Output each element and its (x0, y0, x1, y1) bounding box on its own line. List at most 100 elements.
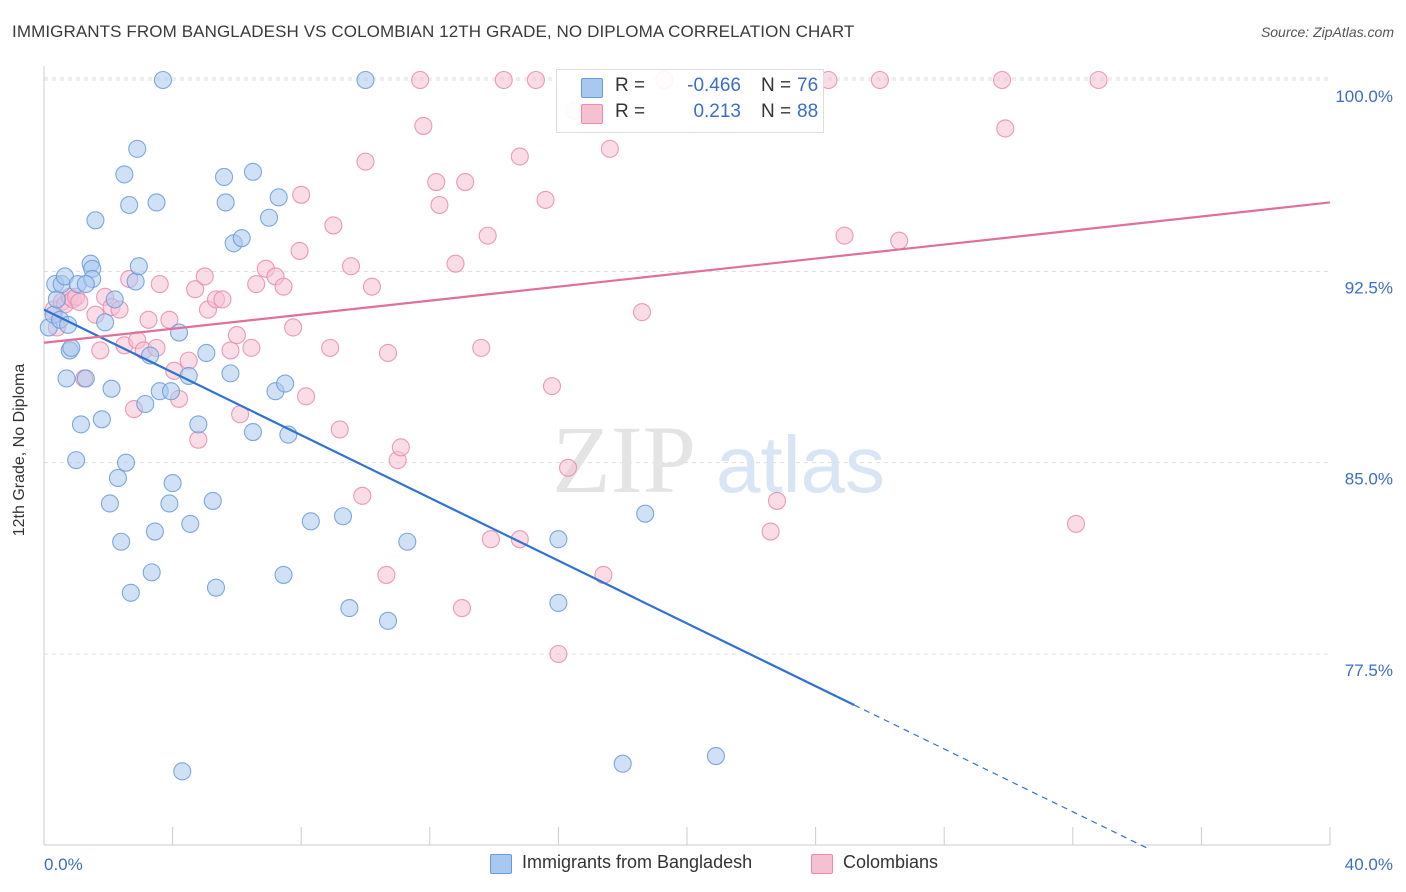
colombian-trend-line (43, 201, 1331, 344)
bangladesh-point (243, 162, 263, 181)
colombian-point (274, 277, 293, 296)
colombian-point (362, 277, 381, 296)
colombian-point (321, 338, 340, 357)
bangladesh-point (706, 746, 725, 766)
colombian-point (195, 267, 214, 286)
colombian-point (430, 195, 449, 215)
tick-label-layer: 77.5% 85.0% 92.5% 100.0% 0.0% 40.0% (44, 87, 1393, 874)
bangladesh-point (340, 599, 359, 618)
n-label: N = (761, 75, 792, 96)
grid-layer (44, 77, 1330, 655)
colombian-point (290, 241, 309, 260)
pink-swatch (811, 854, 833, 874)
colombian-point (870, 70, 889, 90)
source-label: Source: ZipAtlas.com (1260, 24, 1394, 40)
bangladesh-point (102, 379, 121, 398)
bangladesh-point (214, 167, 234, 186)
bangladesh-point (378, 611, 398, 630)
bangladesh-point (86, 211, 105, 230)
bangladesh-point (76, 369, 95, 388)
blue-swatch (490, 854, 512, 874)
colombian-point (292, 185, 311, 204)
y-tick-label: 100.0% (1335, 87, 1393, 106)
colombian-point (472, 338, 491, 357)
bangladesh-point (203, 491, 222, 510)
legend-label: Immigrants from Bangladesh (522, 852, 753, 872)
bangladesh-point (398, 532, 417, 551)
bangladesh-point (206, 578, 226, 597)
colombian-point (221, 341, 240, 360)
colombian-point (446, 254, 465, 273)
bangladesh-point (136, 394, 155, 414)
bangladesh-point (120, 195, 139, 215)
bangladesh-point (142, 563, 161, 582)
colombian-point (324, 216, 343, 235)
bangladesh-point (57, 369, 76, 388)
colombian-point (330, 420, 349, 439)
y-tick-label: 77.5% (1345, 661, 1393, 680)
x-tick-label: 0.0% (44, 855, 83, 874)
r-label: R = (615, 101, 646, 122)
bangladesh-point (189, 415, 208, 434)
colombian-point (296, 387, 316, 406)
colombian-point (414, 116, 433, 135)
bangladesh-point (71, 415, 91, 434)
bangladesh-point (221, 364, 240, 383)
bangladesh-point (161, 382, 181, 401)
colombian-point (247, 275, 266, 294)
colombian-point (526, 70, 545, 90)
bangladesh-point (105, 290, 124, 309)
colombian-point (890, 231, 909, 250)
axis-layer (43, 66, 1331, 846)
colombian-point (179, 351, 198, 370)
colombian-point (186, 280, 205, 299)
colombian-point (835, 226, 854, 245)
colombian-point (767, 491, 787, 510)
colombian-point (494, 70, 513, 90)
bangladesh-point (301, 512, 320, 531)
bangladesh-point (356, 70, 375, 90)
bangladesh-trend-line (43, 308, 855, 707)
colombian-point (377, 565, 396, 584)
n-label: N = (761, 101, 792, 122)
colombian-point (632, 303, 652, 322)
colombian-point (378, 343, 398, 363)
colombian-point (213, 290, 232, 309)
bangladesh-point (181, 514, 200, 533)
bangladesh-point (76, 275, 95, 294)
colombian-point (558, 458, 578, 477)
bangladesh-trend-extension (853, 704, 1148, 849)
bangladesh-point (153, 70, 173, 90)
bangladesh-point (100, 494, 119, 513)
r-label: R = (615, 75, 646, 96)
bangladesh-point (121, 583, 140, 602)
watermark-atlas: atlas (716, 420, 885, 509)
colombian-point (391, 438, 410, 457)
colombian-point (993, 70, 1012, 90)
r-value: 0.213 (693, 101, 741, 122)
y-axis-title: 12th Grade, No Diploma (11, 363, 28, 537)
colombian-point (542, 377, 562, 396)
bangladesh-point (269, 188, 288, 207)
colombian-point (284, 318, 303, 337)
bangladesh-point (276, 374, 295, 393)
colombian-point (189, 430, 208, 449)
colombian-point (1089, 70, 1108, 90)
colombian-point (536, 190, 555, 209)
colombian-point (356, 152, 375, 171)
colombian-point (478, 226, 497, 245)
bangladesh-point (116, 453, 136, 472)
r-value: -0.466 (687, 75, 741, 96)
colombian-point (481, 530, 500, 549)
bangladesh-point (115, 165, 134, 184)
n-value: 88 (797, 101, 819, 122)
bangladesh-point (216, 193, 235, 212)
chart-title: IMMIGRANTS FROM BANGLADESH VS COLOMBIAN … (12, 22, 855, 41)
colombian-point (996, 119, 1015, 138)
bangladesh-point (333, 507, 353, 526)
blue-swatch (581, 78, 603, 98)
bangladesh-point (613, 754, 632, 773)
bangladesh-point (96, 313, 115, 332)
colombian-point (242, 338, 261, 357)
bangladesh-point (147, 193, 166, 212)
